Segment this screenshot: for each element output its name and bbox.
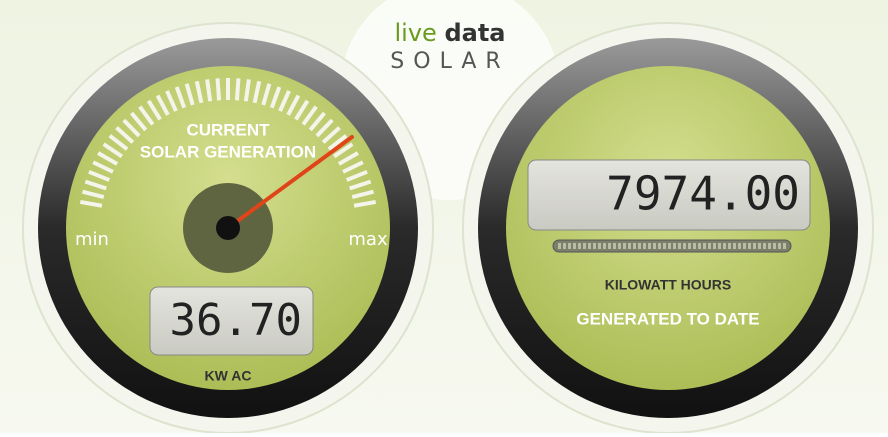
strip-cell <box>643 243 646 249</box>
strip-cell <box>688 243 691 249</box>
gauge-unit: KW AC <box>205 368 252 384</box>
strip-cell <box>703 243 706 249</box>
strip-cell <box>558 243 561 249</box>
strip-cell <box>563 243 566 249</box>
strip-cell <box>573 243 576 249</box>
strip-cell <box>648 243 651 249</box>
strip-cell <box>568 243 571 249</box>
strip-cell <box>668 243 671 249</box>
strip-cell <box>658 243 661 249</box>
gauge-max: max <box>348 229 388 250</box>
strip-cell <box>633 243 636 249</box>
counter-reading: 7974.00 <box>606 167 800 221</box>
solar-widget: live data SOLAR CURRENT SOLAR GENERATION… <box>0 0 888 433</box>
gauge-title-1: CURRENT <box>186 120 270 139</box>
strip-cell <box>673 243 676 249</box>
strip-cell <box>733 243 736 249</box>
strip-cell <box>773 243 776 249</box>
gauge-reading: 36.70 <box>170 295 302 346</box>
brand-data: data <box>444 19 505 47</box>
gauge-tick <box>218 78 220 100</box>
strip-cell <box>738 243 741 249</box>
counter-label-1: KILOWATT HOURS <box>605 277 732 293</box>
strip-cell <box>578 243 581 249</box>
strip-cell <box>623 243 626 249</box>
strip-cell <box>608 243 611 249</box>
strip-cell <box>603 243 606 249</box>
strip-cell <box>768 243 771 249</box>
strip-cell <box>653 243 656 249</box>
strip-cell <box>663 243 666 249</box>
strip-cell <box>683 243 686 249</box>
strip-cell <box>748 243 751 249</box>
gauge-pin <box>216 216 240 240</box>
strip-cell <box>753 243 756 249</box>
brand-top: live data <box>395 19 506 47</box>
strip-cell <box>743 243 746 249</box>
strip-cell <box>698 243 701 249</box>
strip-cell <box>638 243 641 249</box>
strip-cell <box>613 243 616 249</box>
strip-cell <box>723 243 726 249</box>
strip-cell <box>593 243 596 249</box>
strip-cell <box>598 243 601 249</box>
brand-live: live <box>395 19 437 47</box>
strip-cell <box>588 243 591 249</box>
strip-cell <box>678 243 681 249</box>
strip-cell <box>618 243 621 249</box>
strip-cell <box>708 243 711 249</box>
strip-cell <box>713 243 716 249</box>
strip-cell <box>728 243 731 249</box>
strip-cell <box>763 243 766 249</box>
gauge-title-2: SOLAR GENERATION <box>140 142 316 161</box>
strip-cell <box>718 243 721 249</box>
strip-cell <box>693 243 696 249</box>
brand-solar: SOLAR <box>390 49 509 74</box>
strip-cell <box>583 243 586 249</box>
counter-label-2: GENERATED TO DATE <box>576 309 759 328</box>
gauge-min: min <box>75 229 109 250</box>
strip-cell <box>758 243 761 249</box>
strip-cell <box>783 243 786 249</box>
strip-cell <box>628 243 631 249</box>
strip-cell <box>778 243 781 249</box>
gauge-tick <box>237 78 239 100</box>
